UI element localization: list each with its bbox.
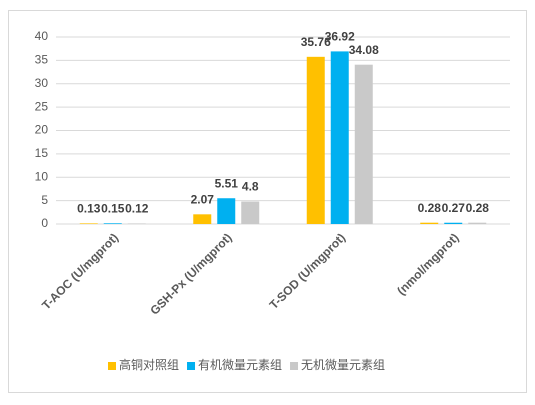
- legend-swatch: [108, 362, 116, 370]
- bar: [420, 222, 439, 224]
- bar: [330, 51, 349, 224]
- y-tick-label: 25: [35, 99, 49, 113]
- data-label: 0.12: [125, 202, 149, 216]
- bar: [354, 64, 373, 225]
- bar: [444, 222, 463, 224]
- bar: [468, 222, 487, 224]
- data-label: 2.07: [191, 192, 215, 206]
- data-label: 36.92: [325, 30, 355, 44]
- data-label: 0.28: [418, 201, 442, 215]
- y-tick-label: 40: [35, 29, 49, 43]
- data-label: 0.15: [101, 201, 125, 215]
- bar: [193, 214, 212, 224]
- data-label: 0.28: [466, 201, 490, 215]
- legend-swatch: [290, 362, 299, 370]
- y-tick-label: 10: [35, 169, 49, 183]
- bar: [217, 198, 236, 224]
- data-label: 5.51: [215, 176, 239, 190]
- data-label: 35.76: [301, 35, 331, 49]
- legend-label: 无机微量元素组: [301, 358, 385, 372]
- bar: [241, 201, 260, 224]
- legend-label: 有机微量元素组: [198, 358, 282, 372]
- legend-swatch: [187, 362, 196, 370]
- y-tick-label: 35: [35, 53, 49, 67]
- data-label: 0.27: [442, 201, 466, 215]
- y-tick-label: 30: [35, 76, 49, 90]
- y-tick-label: 0: [41, 216, 48, 230]
- y-tick-label: 20: [35, 123, 49, 137]
- data-label: 34.08: [349, 43, 379, 57]
- data-label: 4.8: [242, 180, 259, 194]
- y-tick-label: 5: [41, 193, 48, 207]
- bar: [79, 223, 98, 224]
- data-label: 0.13: [77, 202, 101, 216]
- y-tick-label: 15: [35, 146, 49, 160]
- bar: [127, 223, 146, 224]
- legend-label: 高铜对照组: [119, 357, 179, 372]
- chart-border: [8, 10, 527, 393]
- bar: [103, 223, 122, 224]
- bar: [306, 56, 325, 225]
